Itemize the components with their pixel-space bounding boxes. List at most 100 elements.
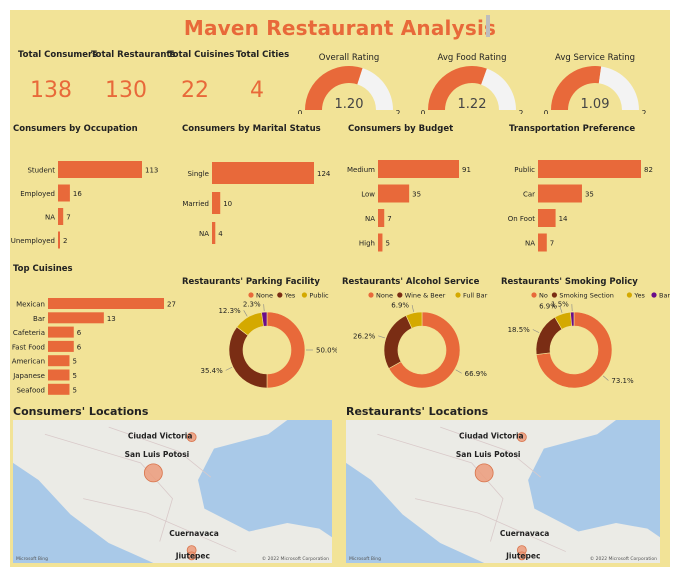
gauge-track-arc [481, 68, 516, 110]
gauge-overall-rating: Overall Rating 1.20 0 2 [298, 53, 401, 114]
kpi-cuisines-value: 22 [181, 78, 209, 103]
category-label: High [359, 240, 375, 248]
data-label: 5 [72, 386, 76, 394]
data-label: 12.3% [218, 307, 241, 315]
data-label: 4 [218, 230, 223, 238]
bar [212, 162, 314, 184]
data-label: 5 [385, 240, 389, 248]
data-label: 2.3% [243, 301, 261, 309]
gauge-max-label: 2 [396, 109, 401, 114]
map-border [440, 426, 541, 478]
donut-slice [261, 311, 268, 327]
city-marker [187, 551, 197, 561]
data-label: 6 [77, 343, 82, 351]
gauge-track-arc [357, 68, 393, 110]
category-label: Unemployed [11, 237, 55, 245]
category-label: Medium [347, 166, 375, 174]
data-label: 7 [387, 215, 391, 223]
gauge-avg-food-rating: Avg Food Rating 1.22 0 2 [421, 53, 524, 114]
map-brand-logo: Microsoft Bing [16, 556, 48, 562]
chart-title: Consumers by Budget [348, 124, 453, 134]
map-land [13, 420, 332, 563]
kpi-cuisines-label: Total Cuisines [168, 50, 235, 60]
chart-title: Consumers by Marital Status [182, 124, 321, 134]
legend-label: Bar Only [659, 292, 670, 300]
category-label: Bar [33, 315, 45, 323]
chart-alcohol-service: Restaurants' Alcohol Service None Wine & B… [342, 277, 488, 389]
leader-line [559, 306, 563, 313]
bar [48, 298, 164, 309]
legend-label: No [539, 292, 548, 300]
chart-title: Transportation Preference [509, 124, 635, 134]
data-label: 5 [72, 358, 76, 366]
category-label: NA [365, 215, 375, 223]
bar [48, 383, 70, 395]
legend-marker [397, 292, 403, 298]
legend-marker [301, 292, 307, 298]
legend-label: Smoking Section [559, 292, 613, 300]
chart-title: Top Cuisines [13, 264, 73, 274]
data-label: 35.4% [201, 367, 224, 375]
bar [48, 355, 70, 367]
bar [58, 208, 64, 225]
city-label: Ciudad Victoria [128, 432, 193, 441]
city-label: Jiutepec [505, 552, 540, 561]
data-label: 66.9% [465, 370, 488, 378]
category-label: Cafeteria [13, 329, 45, 337]
city-marker [186, 432, 197, 443]
map-restaurants-title: Restaurants' Locations [346, 405, 489, 418]
data-label: 82 [644, 166, 653, 174]
leader-line [243, 310, 248, 317]
bar [48, 369, 70, 381]
city-label: Jiutepec [175, 552, 210, 561]
bar [48, 312, 104, 324]
data-label: 73.1% [611, 377, 634, 385]
data-label: 16 [73, 190, 82, 198]
data-label: 6 [77, 329, 82, 337]
legend-label: Public [309, 292, 329, 300]
chart-consumers-by-occupation: Consumers by Occupation Student 113 Employe… [11, 124, 158, 249]
legend-marker [651, 292, 657, 298]
data-label: 35 [585, 191, 594, 199]
bar [378, 160, 459, 178]
map-restaurants-locations[interactable]: Ciudad Victoria San Luis Potosi Cuernavaca… [346, 420, 660, 563]
city-marker [517, 551, 527, 561]
map-consumers-locations[interactable]: Ciudad Victoria San Luis Potosi Cuernavaca… [13, 420, 332, 563]
category-label: Married [182, 200, 209, 208]
bar [58, 184, 70, 202]
category-label: Japanese [12, 372, 45, 380]
donut-slice [383, 315, 413, 369]
gauge-track-arc [598, 66, 639, 110]
category-label: Seafood [16, 386, 45, 394]
map-border [108, 426, 212, 478]
gauge-value-arc [551, 66, 602, 110]
bar [378, 209, 385, 227]
bar [378, 184, 410, 203]
data-label: 10 [223, 200, 232, 208]
data-label: 91 [462, 166, 471, 174]
legend-label: None [376, 292, 393, 300]
category-label: Low [361, 191, 375, 199]
data-label: 1.5% [551, 301, 569, 309]
donut-slice [388, 311, 461, 389]
bar [538, 209, 556, 227]
legend-label: Yes [633, 292, 645, 300]
leader-line [455, 369, 462, 374]
gauge-min-label: 0 [421, 109, 426, 114]
legend-marker [626, 292, 632, 298]
gauge-value-label: 1.22 [458, 97, 487, 112]
legend-label: Full Bar [463, 292, 488, 300]
kpi-cities-label: Total Cities [236, 50, 290, 60]
data-label: 6.9% [539, 303, 557, 311]
data-label: 6.9% [391, 302, 409, 310]
legend-label: None [256, 292, 273, 300]
map-consumers-title: Consumers' Locations [13, 405, 149, 418]
chart-consumers-by-budget: Consumers by Budget Medium 91 Low 35 NA 7 High 5… [347, 124, 471, 252]
city-label: San Luis Potosi [456, 450, 521, 459]
map-border [414, 498, 566, 552]
bar [212, 192, 221, 214]
bar [58, 161, 142, 178]
data-label: 2 [63, 237, 67, 245]
legend-marker [531, 292, 537, 298]
chart-title: Restaurants' Smoking Policy [501, 277, 638, 287]
